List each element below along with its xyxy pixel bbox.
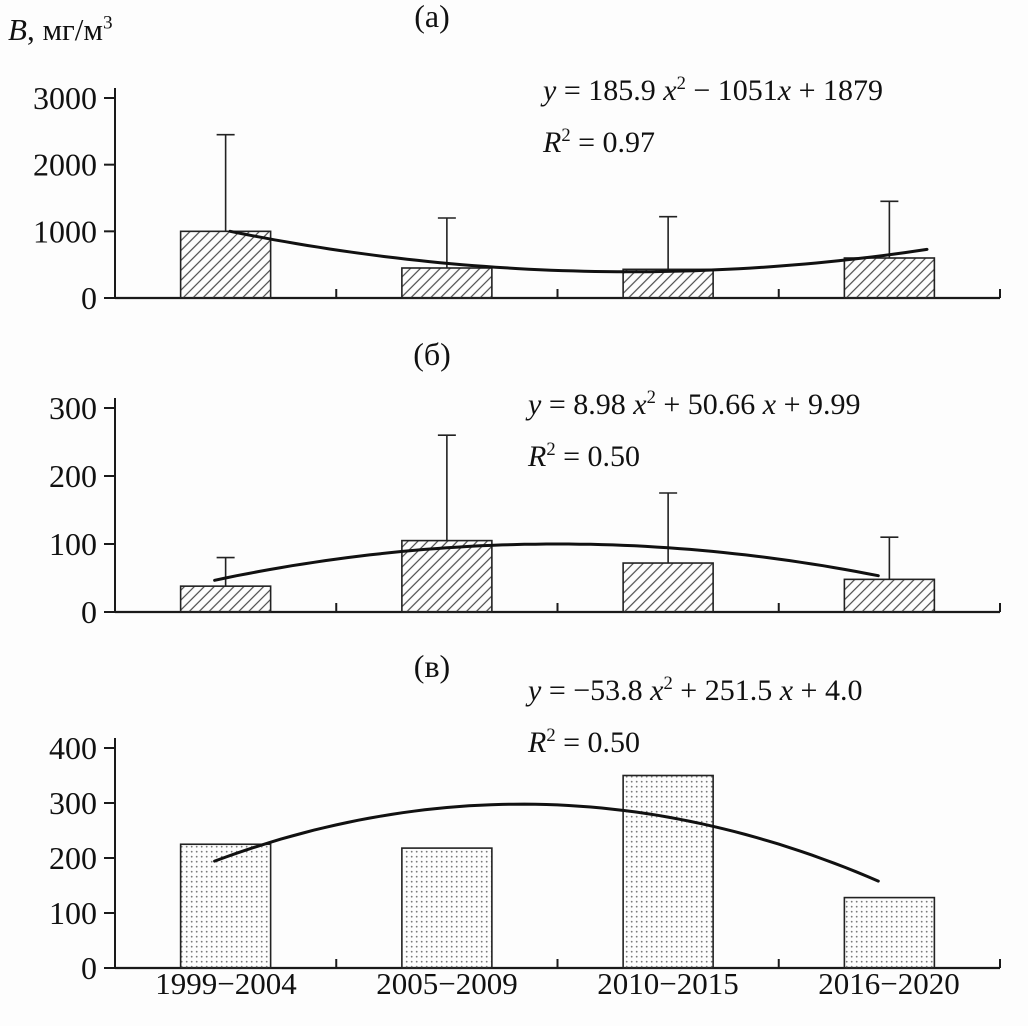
chart-panel-v: 0 100 200 300 400 (49, 730, 1001, 984)
r-squared-a: R2 = 0.97 (543, 124, 656, 159)
bar (401, 847, 493, 969)
bar (401, 267, 493, 299)
bar (622, 774, 714, 969)
trend-equation-a: y = 185.9 x2 − 1051x + 1879 (543, 73, 884, 107)
x-tick-label: 2005−2009 (376, 966, 518, 1001)
y-axis-units-exponent: 3 (103, 12, 113, 34)
y-tick-label: 1000 (33, 213, 97, 249)
y-tick-label: 200 (49, 840, 97, 876)
y-tick-label: 100 (49, 895, 97, 931)
y-axis-units: , мг/м (26, 12, 103, 47)
trend-line (228, 229, 929, 274)
r-squared-b: R2 = 0.50 (528, 438, 641, 473)
annotation-panel-v: y = −53.8 x2 + 251.5 x + 4.0 R2 = 0.50 (528, 674, 862, 759)
bar (179, 585, 272, 613)
trend-line (213, 802, 880, 883)
y-tick-label: 300 (49, 785, 97, 821)
bar (622, 268, 714, 299)
y-tick-label: 0 (81, 950, 97, 984)
trend-equation-b: y = 8.98 x2 + 50.66 x + 9.99 (528, 387, 861, 421)
x-tick-label: 2010−2015 (597, 966, 739, 1001)
trend-equation-v: y = −53.8 x2 + 251.5 x + 4.0 (528, 673, 863, 707)
y-axis-title: B, мг/м3 (8, 12, 113, 48)
x-axis-labels: 1999−2004 2005−2009 2010−2015 2016−2020 (0, 966, 1028, 1008)
bar (843, 896, 936, 969)
y-tick-label: 100 (49, 526, 97, 562)
bar (622, 562, 714, 613)
y-tick-label: 200 (49, 458, 97, 494)
panel-label-v: (в) (413, 648, 451, 684)
y-tick-label: 0 (81, 594, 97, 630)
r-squared-v: R2 = 0.50 (528, 724, 641, 759)
y-tick-label: 2000 (33, 147, 97, 183)
bar (843, 257, 936, 299)
y-axis-variable: B (8, 12, 27, 47)
y-tick-label: 400 (49, 730, 97, 766)
y-tick-label: 3000 (33, 80, 97, 116)
annotation-panel-b: y = 8.98 x2 + 50.66 x + 9.99 R2 = 0.50 (528, 388, 861, 473)
x-tick-label: 1999−2004 (155, 966, 297, 1001)
bar (179, 230, 272, 299)
panel-label-b: (б) (413, 336, 451, 372)
x-tick-label: 2016−2020 (818, 966, 960, 1001)
bar (179, 843, 272, 969)
y-tick-label: 300 (49, 390, 97, 426)
trend-line (213, 542, 880, 582)
chart-panel-a: 0 1000 2000 3000 (33, 80, 1001, 316)
bar (843, 578, 936, 613)
chart-panel-b: 0 100 200 300 (49, 390, 1001, 630)
annotation-panel-a: y = 185.9 x2 − 1051x + 1879 R2 = 0.97 (543, 74, 883, 159)
bar (401, 539, 493, 613)
y-tick-label: 0 (81, 280, 97, 316)
panel-label-a: (а) (414, 0, 450, 34)
